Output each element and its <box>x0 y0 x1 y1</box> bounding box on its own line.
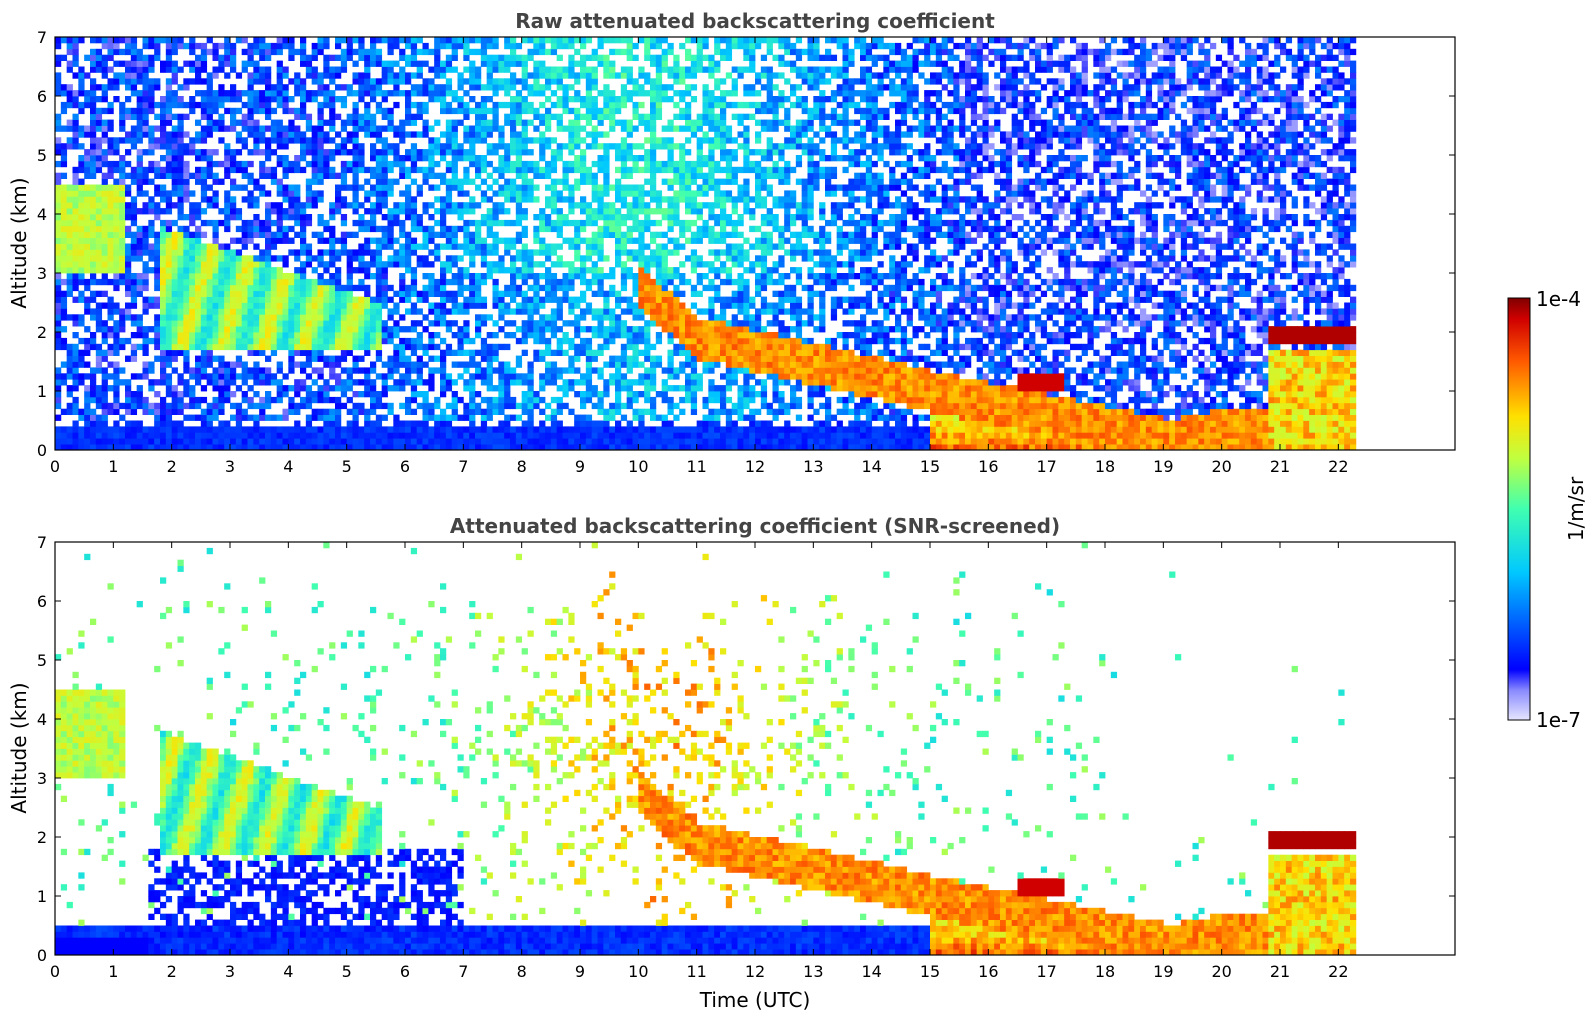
x-tick-label: 12 <box>745 962 765 981</box>
colorbar: 1e-4 1e-7 1/m/sr <box>1507 287 1588 732</box>
axes-screened: 0 1 2 3 4 5 6 7 8 9 10 11 12 13 14 15 16 17 18 19 20 21 220123… <box>37 533 1455 981</box>
x-tick-label: 3 <box>225 457 235 476</box>
x-tick-label: 22 <box>1328 457 1348 476</box>
x-tick-label: 19 <box>1153 457 1173 476</box>
y-tick-label: 4 <box>37 205 47 224</box>
x-tick-label: 5 <box>342 962 352 981</box>
y-tick-label: 0 <box>37 946 47 965</box>
x-tick-label: 0 <box>50 457 60 476</box>
y-tick-label: 2 <box>37 828 47 847</box>
x-tick-label: 11 <box>686 962 706 981</box>
x-tick-label: 15 <box>920 457 940 476</box>
y-tick-label: 4 <box>37 710 47 729</box>
axes-raw: 0 1 2 3 4 5 6 7 8 9 10 11 12 13 14 15 16 17 18 19 20 21 220123… <box>37 28 1455 476</box>
x-tick-label: 13 <box>803 457 823 476</box>
y-tick-label: 1 <box>37 887 47 906</box>
y-tick-label: 3 <box>37 769 47 788</box>
panel-screened: Attenuated backscattering coefficient (S… <box>7 514 1456 1012</box>
x-tick-label: 8 <box>517 962 527 981</box>
colorbar-unit-label: 1/m/sr <box>1564 476 1588 541</box>
x-tick-label: 0 <box>50 962 60 981</box>
x-tick-label: 17 <box>1036 962 1056 981</box>
x-tick-label: 2 <box>167 457 177 476</box>
x-tick-label: 22 <box>1328 962 1348 981</box>
heatmap-screened <box>55 542 1357 956</box>
y-tick-label: 5 <box>37 651 47 670</box>
x-tick-label: 21 <box>1270 457 1290 476</box>
x-tick-label: 11 <box>686 457 706 476</box>
x-tick-label: 14 <box>861 962 881 981</box>
x-tick-label: 18 <box>1095 962 1115 981</box>
x-tick-label: 8 <box>517 457 527 476</box>
x-tick-label: 16 <box>978 457 998 476</box>
x-tick-label: 6 <box>400 962 410 981</box>
x-tick-label: 17 <box>1036 457 1056 476</box>
x-tick-label: 6 <box>400 457 410 476</box>
x-tick-label: 20 <box>1211 962 1231 981</box>
y-tick-label: 1 <box>37 382 47 401</box>
colorbar-max-label: 1e-4 <box>1536 287 1581 311</box>
x-tick-label: 12 <box>745 457 765 476</box>
y-tick-label: 7 <box>37 28 47 47</box>
x-tick-label: 5 <box>342 457 352 476</box>
panel-raw-title: Raw attenuated backscattering coefficien… <box>515 9 995 33</box>
heatmap-raw <box>55 37 1357 451</box>
x-tick-label: 7 <box>458 962 468 981</box>
x-tick-label: 13 <box>803 962 823 981</box>
x-tick-label: 9 <box>575 962 585 981</box>
x-axis-label: Time (UTC) <box>699 988 811 1012</box>
panel-raw: Raw attenuated backscattering coefficien… <box>7 9 1456 476</box>
x-tick-label: 3 <box>225 962 235 981</box>
x-tick-label: 10 <box>628 962 648 981</box>
colorbar-min-label: 1e-7 <box>1536 708 1581 732</box>
panel-screened-title: Attenuated backscattering coefficient (S… <box>450 514 1060 538</box>
y-tick-label: 5 <box>37 146 47 165</box>
y-axis-label-raw: Altitude (km) <box>7 177 31 308</box>
x-tick-label: 1 <box>108 457 118 476</box>
x-tick-label: 20 <box>1211 457 1231 476</box>
x-tick-label: 16 <box>978 962 998 981</box>
y-tick-label: 6 <box>37 87 47 106</box>
y-axis-label-screened: Altitude (km) <box>7 682 31 813</box>
y-tick-label: 0 <box>37 441 47 460</box>
x-tick-label: 7 <box>458 457 468 476</box>
x-tick-label: 15 <box>920 962 940 981</box>
x-tick-label: 18 <box>1095 457 1115 476</box>
x-tick-label: 9 <box>575 457 585 476</box>
colorbar-gradient <box>1507 297 1531 721</box>
y-tick-label: 3 <box>37 264 47 283</box>
x-tick-label: 4 <box>283 457 293 476</box>
y-tick-label: 6 <box>37 592 47 611</box>
x-tick-label: 14 <box>861 457 881 476</box>
y-tick-label: 2 <box>37 323 47 342</box>
x-tick-label: 21 <box>1270 962 1290 981</box>
x-tick-label: 1 <box>108 962 118 981</box>
x-tick-label: 4 <box>283 962 293 981</box>
y-tick-label: 7 <box>37 533 47 552</box>
x-tick-label: 10 <box>628 457 648 476</box>
x-tick-label: 19 <box>1153 962 1173 981</box>
x-tick-label: 2 <box>167 962 177 981</box>
